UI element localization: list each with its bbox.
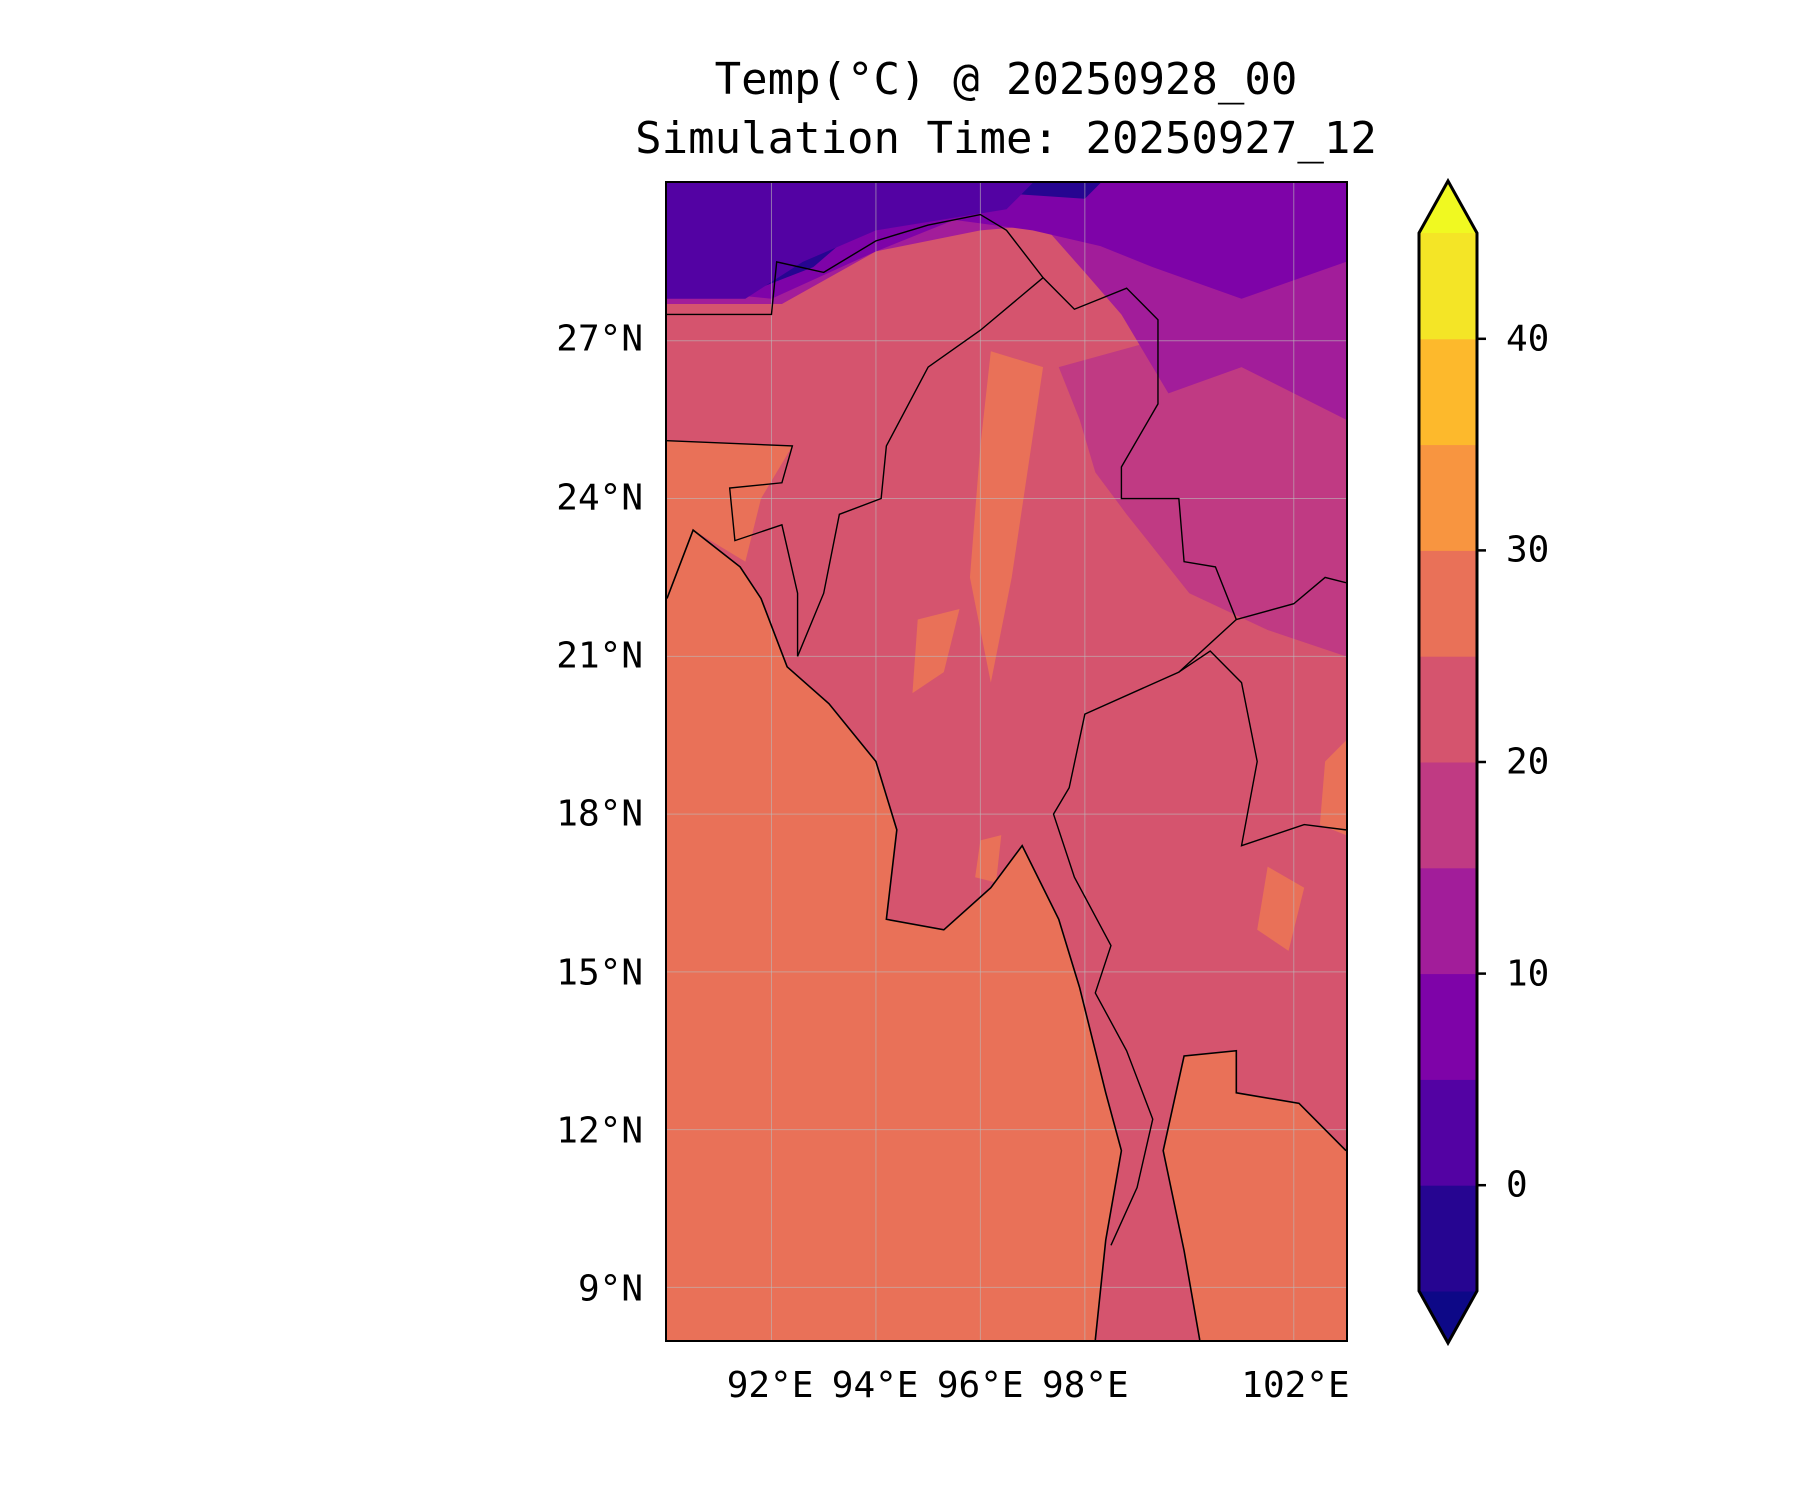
colorbar-band: [1419, 762, 1477, 869]
y-tick-label: 12°N: [556, 1110, 643, 1152]
colorbar: [1417, 177, 1486, 1347]
y-tick-label: 21°N: [556, 635, 643, 677]
colorbar-outline: [1417, 177, 1479, 1347]
country-border-laos: [1179, 651, 1346, 846]
x-tick-label: 98°E: [1041, 1365, 1129, 1406]
colorbar-band: [1419, 973, 1477, 1080]
colorbar-tick-label: 40: [1506, 318, 1550, 360]
colorbar-band: [1419, 656, 1477, 763]
colorbar-band: [1419, 1079, 1477, 1186]
x-tick-label: 102°E: [1241, 1365, 1350, 1406]
y-tick-label: 18°N: [556, 793, 643, 835]
y-tick-label: 15°N: [556, 952, 643, 994]
colorbar-band: [1419, 1185, 1477, 1292]
colorbar-band: [1419, 338, 1477, 446]
coastline: [667, 530, 1121, 1340]
x-tick-label: 94°E: [831, 1365, 919, 1406]
y-tick-label: 24°N: [556, 477, 643, 519]
chart-subtitle: Simulation Time: 20250927_12: [635, 113, 1377, 164]
colorbar-under-extension: [1419, 1291, 1477, 1343]
colorbar-tick-label: 20: [1506, 741, 1550, 783]
bangladesh-warm-region: [667, 440, 793, 599]
colorbar-tick-label: 30: [1506, 529, 1550, 571]
colorbar-band: [1419, 550, 1477, 657]
temperature-map: [665, 181, 1348, 1342]
x-tick-label: 96°E: [936, 1365, 1024, 1406]
subfreezing-region: [667, 183, 1033, 299]
country-border-thailand: [1054, 620, 1237, 1246]
country-border-myanmar-india: [798, 278, 1043, 657]
gridlines: [667, 183, 1346, 1340]
colorbar-tick-label: 10: [1506, 953, 1550, 995]
colorbar-band: [1419, 444, 1477, 551]
y-tick-label: 27°N: [556, 318, 643, 360]
colorbar-tick-label: 0: [1506, 1164, 1528, 1206]
warm-patches: [912, 351, 1346, 951]
colorbar-band: [1419, 867, 1477, 975]
y-tick-label: 9°N: [577, 1268, 643, 1310]
chart-title: Temp(°C) @ 20250928_00: [714, 54, 1298, 105]
colorbar-band: [1419, 233, 1477, 340]
country-border-myanmar: [667, 215, 1346, 620]
x-tick-label: 92°E: [726, 1365, 814, 1406]
country-border-bangladesh: [667, 441, 798, 657]
coastline-gulf-of-thailand: [1163, 1051, 1346, 1340]
colorbar-over-extension: [1419, 181, 1477, 233]
